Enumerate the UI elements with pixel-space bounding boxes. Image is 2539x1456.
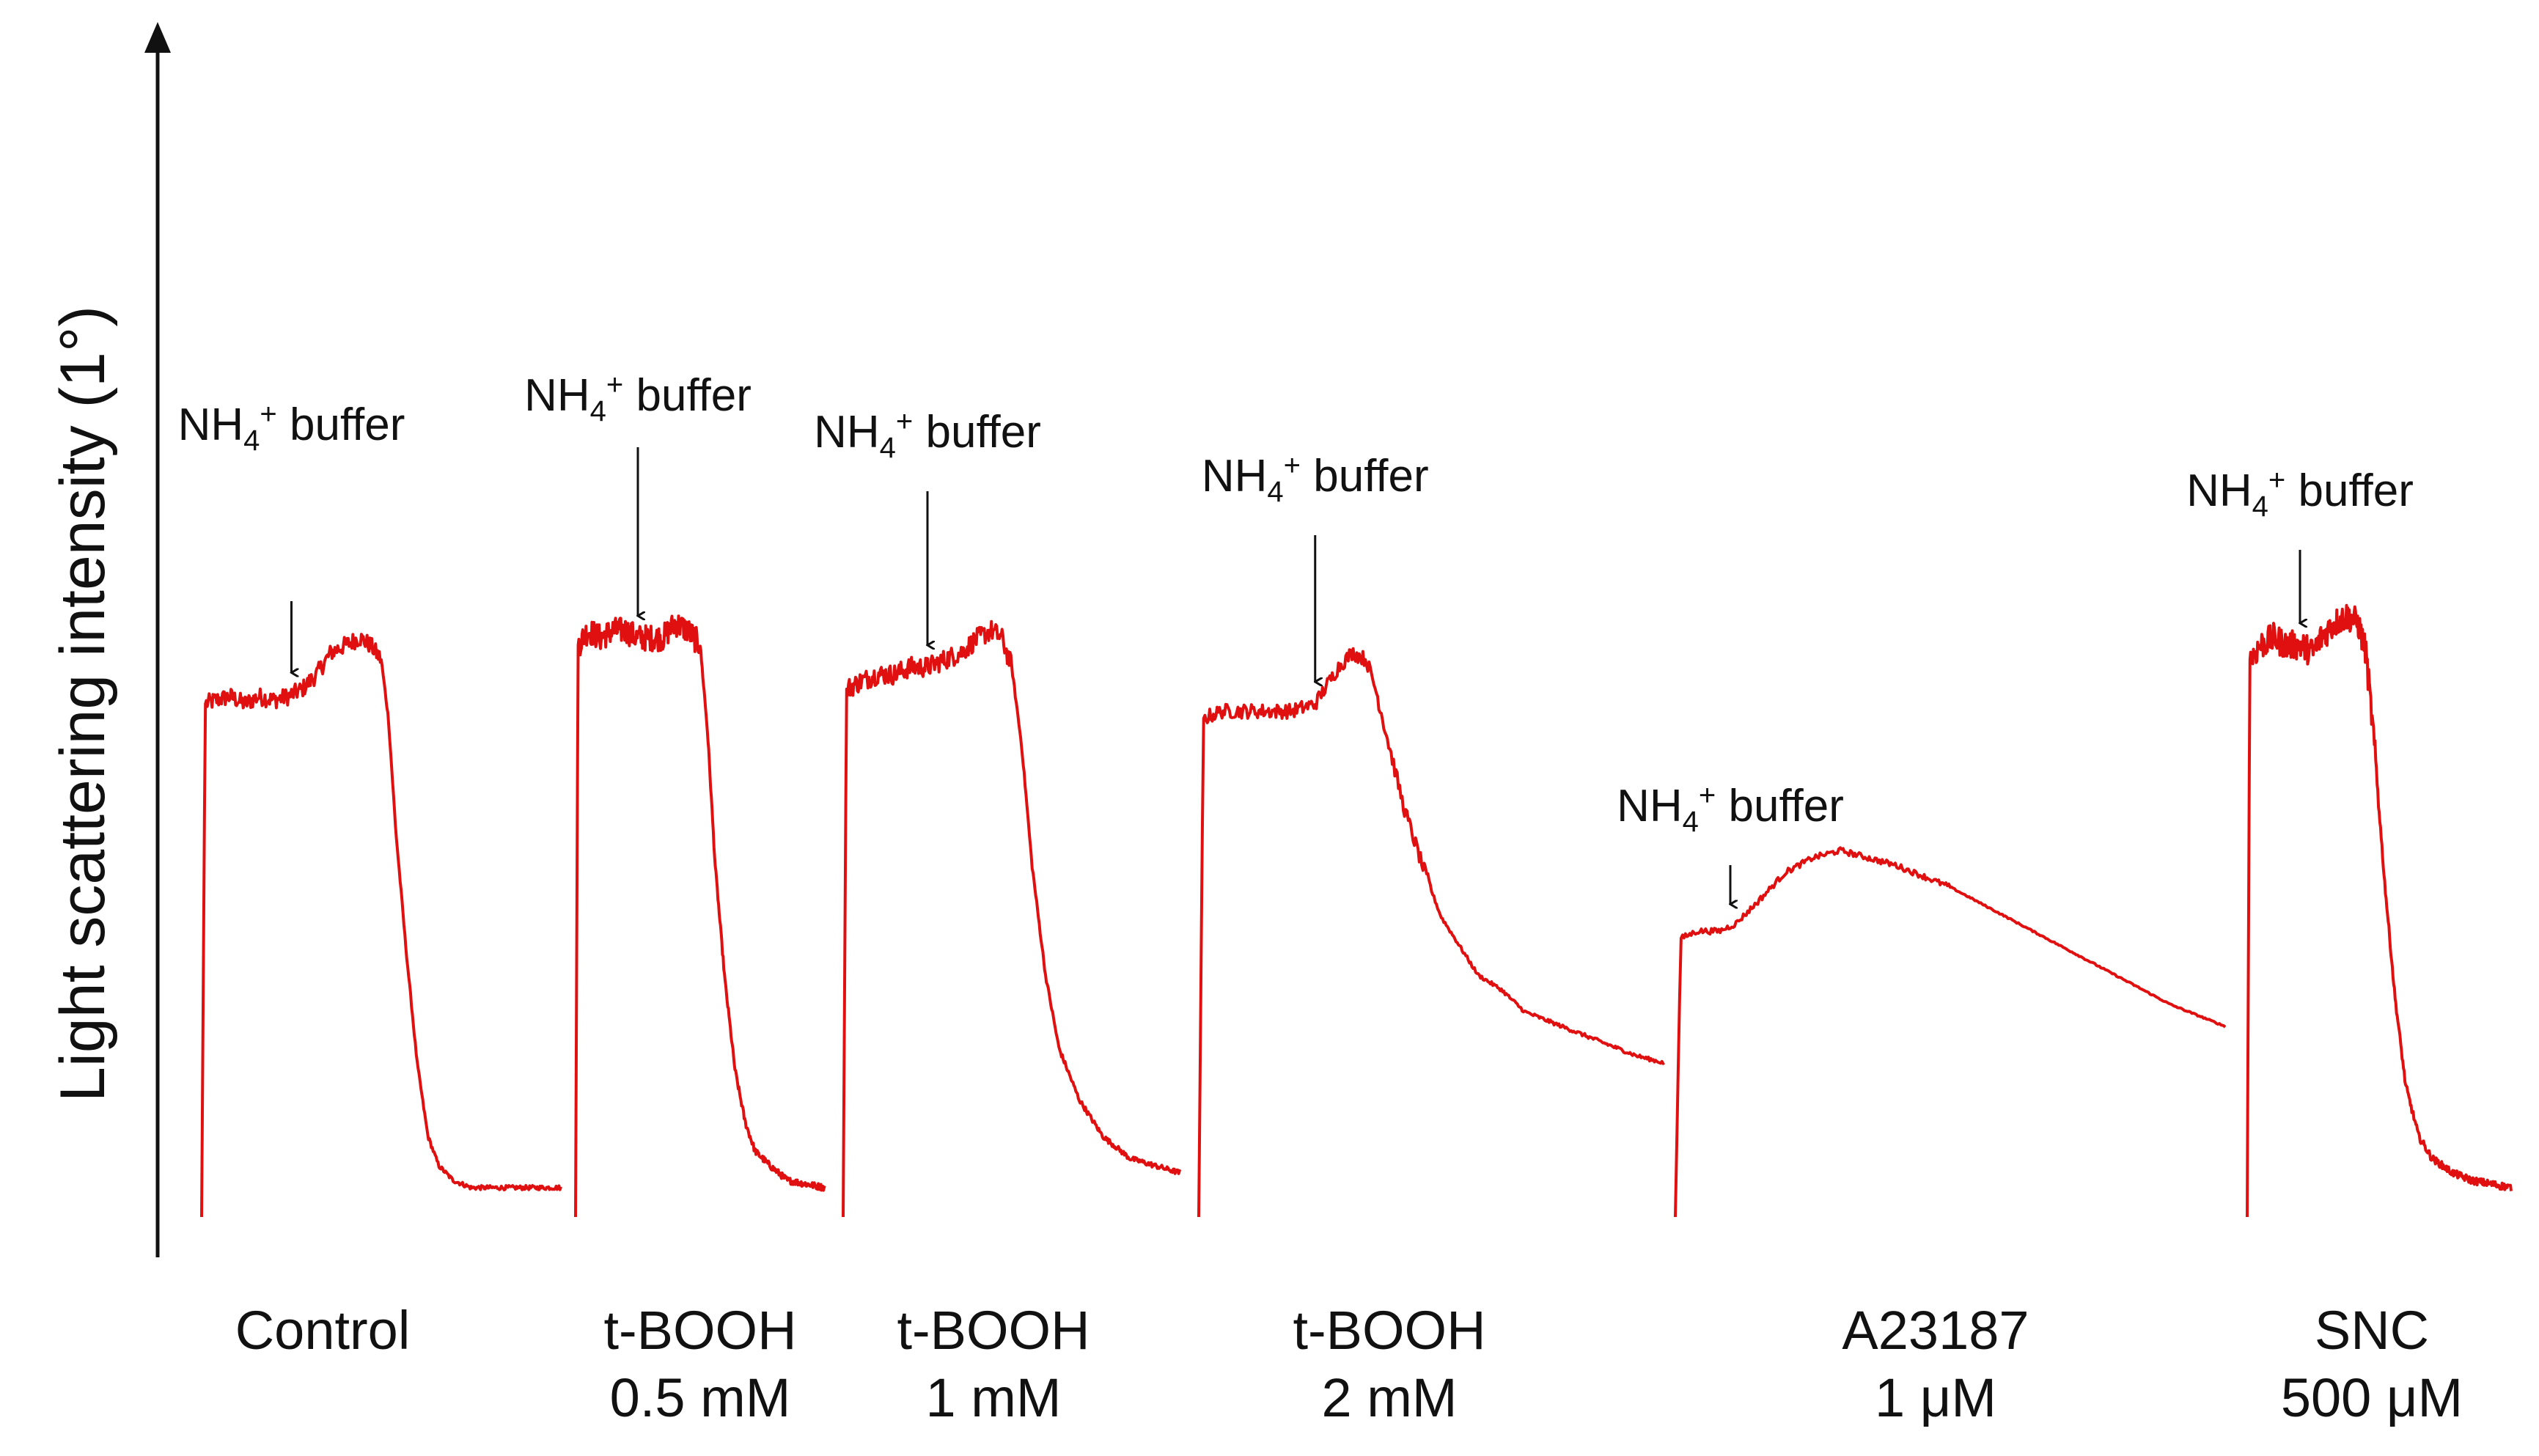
condition-label-4: t-BOOH 2 mM [1293,1300,1485,1428]
trace-line-1 [200,633,562,1218]
trace-line-6 [2246,603,2513,1218]
condition-label-6: SNC 500 μM [2281,1300,2463,1428]
conditions-layer: Control t-BOOH 0.5 mM t-BOOH 1 mM t-BOOH 2 mM A… [235,1300,2463,1428]
condition-label-1: Control [235,1300,411,1361]
annotation-label-3: NH4+ buffer [814,405,1041,464]
trace-line-2 [574,614,826,1218]
annotation-label-2: NH4+ buffer [524,369,752,427]
condition-label-2: t-BOOH 0.5 mM [603,1300,796,1428]
annotation-label-1: NH4+ buffer [178,398,405,457]
trace-line-3 [842,619,1182,1218]
condition-label-5: A23187 1 μM [1842,1300,2029,1428]
axis-layer: Light scattering intensity (1°) [48,22,171,1257]
traces-layer [200,603,2513,1218]
y-axis-arrowhead [144,22,171,53]
annotation-label-5: NH4+ buffer [1617,779,1844,838]
condition-label-3: t-BOOH 1 mM [897,1300,1090,1428]
trace-line-5 [1674,846,2227,1218]
annotations-layer: NH4+ buffer NH4+ buffer NH4+ buffer NH4+ bu… [178,369,2414,904]
trace-line-4 [1197,647,1666,1218]
y-axis-title: Light scattering intensity (1°) [48,306,118,1102]
annotation-label-4: NH4+ buffer [1202,449,1429,508]
annotation-label-6: NH4+ buffer [2186,464,2414,523]
